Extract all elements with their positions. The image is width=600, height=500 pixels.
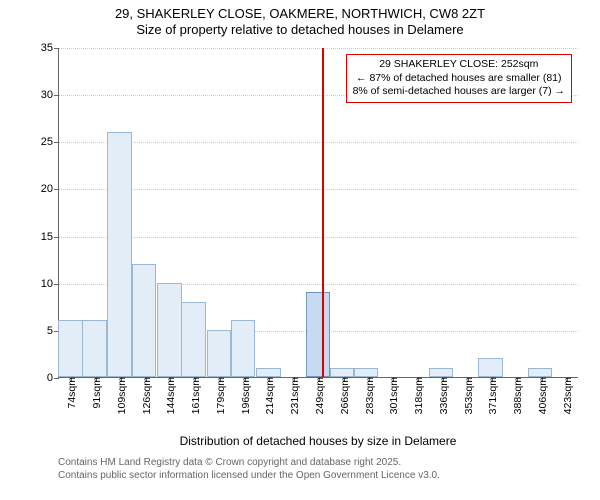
xtick-label: 318sqm [411,377,425,414]
histogram-bar [256,368,281,377]
xtick-label: 126sqm [139,377,153,414]
xtick-label: 406sqm [535,377,549,414]
gridline [59,48,578,49]
ytick-label: 15 [41,231,59,243]
ytick-label: 25 [41,136,59,148]
histogram-bar [528,368,553,377]
histogram-bar [306,292,331,377]
ytick-label: 20 [41,183,59,195]
histogram-bar [429,368,454,377]
annotation-box: 29 SHAKERLEY CLOSE: 252sqm← 87% of detac… [346,54,572,103]
xtick-label: 109sqm [114,377,128,414]
ytick-label: 30 [41,89,59,101]
ytick-label: 35 [41,42,59,54]
gridline [59,237,578,238]
histogram-bar [82,320,107,377]
xtick-label: 231sqm [287,377,301,414]
ytick-label: 10 [41,278,59,290]
histogram-bar [58,320,83,377]
x-axis-label: Distribution of detached houses by size … [180,434,457,448]
annotation-line: 8% of semi-detached houses are larger (7… [353,85,565,99]
xtick-label: 388sqm [510,377,524,414]
xtick-label: 161sqm [188,377,202,414]
histogram-bar [478,358,503,377]
chart-title: 29, SHAKERLEY CLOSE, OAKMERE, NORTHWICH,… [0,0,600,39]
histogram-bar [132,264,157,377]
histogram-bar [207,330,232,377]
annotation-line: ← 87% of detached houses are smaller (81… [353,72,565,86]
marker-line [322,48,324,377]
attribution-line-1: Contains HM Land Registry data © Crown c… [58,456,440,469]
xtick-label: 371sqm [485,377,499,414]
title-line-1: 29, SHAKERLEY CLOSE, OAKMERE, NORTHWICH,… [0,6,600,22]
attribution-line-2: Contains public sector information licen… [58,469,440,482]
xtick-label: 196sqm [238,377,252,414]
xtick-label: 214sqm [262,377,276,414]
xtick-label: 179sqm [213,377,227,414]
xtick-label: 423sqm [560,377,574,414]
attribution: Contains HM Land Registry data © Crown c… [58,456,440,482]
histogram-bar [181,302,206,377]
histogram-bar [231,320,256,377]
plot-area: 0510152025303574sqm91sqm109sqm126sqm144s… [58,48,578,378]
gridline [59,189,578,190]
histogram-bar [157,283,182,377]
xtick-label: 249sqm [312,377,326,414]
annotation-line: 29 SHAKERLEY CLOSE: 252sqm [353,58,565,72]
xtick-label: 144sqm [163,377,177,414]
xtick-label: 353sqm [461,377,475,414]
histogram-bar [354,368,379,377]
histogram-bar [107,132,132,377]
chart-container: 29, SHAKERLEY CLOSE, OAKMERE, NORTHWICH,… [0,0,600,500]
histogram-bar [330,368,355,377]
xtick-label: 74sqm [64,377,78,409]
xtick-label: 266sqm [337,377,351,414]
xtick-label: 91sqm [89,377,103,409]
xtick-label: 283sqm [362,377,376,414]
gridline [59,142,578,143]
xtick-label: 301sqm [386,377,400,414]
title-line-2: Size of property relative to detached ho… [0,22,600,38]
xtick-label: 336sqm [436,377,450,414]
